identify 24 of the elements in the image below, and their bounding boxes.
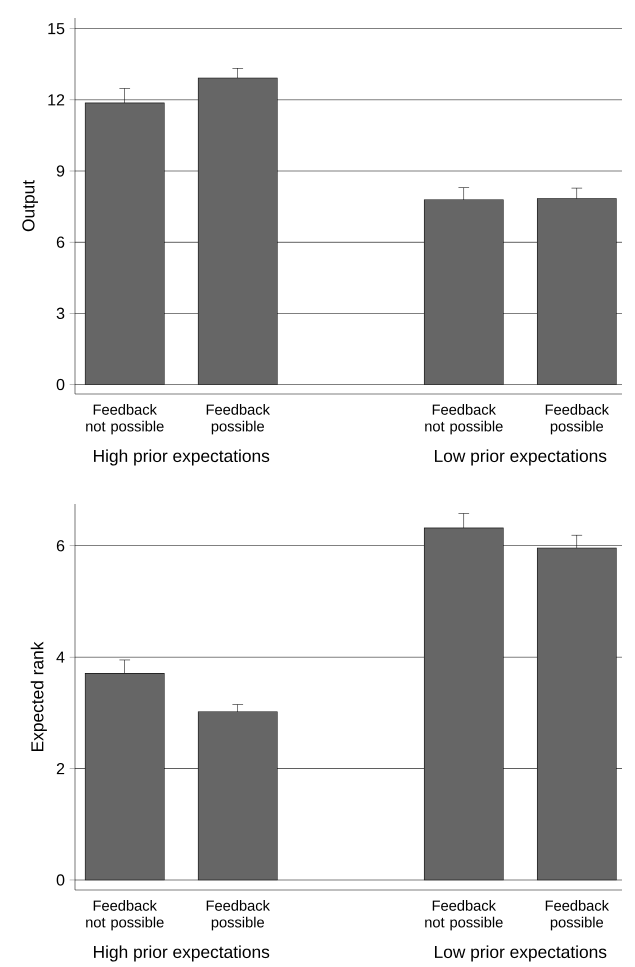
y-tick-label: 2: [57, 762, 64, 774]
x-tick-label: Feedback possible: [546, 900, 610, 930]
y-axis-title: Output: [22, 180, 38, 232]
x-tick-label: Feedback possible: [546, 404, 610, 434]
y-tick-label: 0: [56, 874, 65, 886]
x-tick-label: Feedback not possible: [425, 404, 503, 434]
y-tick-label: 15: [48, 23, 64, 34]
y-tick-label: 4: [56, 652, 65, 663]
x-tick-label: Feedback not possible: [86, 404, 164, 434]
text: High prior expectations: [94, 449, 270, 466]
y-tick-label: 9: [57, 165, 64, 177]
y-tick-label: 6: [57, 236, 64, 248]
text: High prior expectations: [94, 945, 270, 962]
y-tick-label: 6: [57, 540, 64, 552]
text: Low prior expectations: [435, 945, 607, 962]
x-tick-label: Feedback possible: [206, 404, 270, 434]
text: Low prior expectations: [435, 449, 607, 466]
x-tick-label: Feedback possible: [206, 900, 270, 930]
y-tick-label: 3: [56, 308, 64, 319]
y-tick-label: 12: [48, 94, 64, 106]
y-axis-title: Expected rank: [30, 642, 48, 751]
x-tick-label: Feedback not possible: [425, 900, 503, 930]
y-tick-label: 0: [56, 378, 65, 390]
x-tick-label: Feedback not possible: [86, 900, 164, 930]
